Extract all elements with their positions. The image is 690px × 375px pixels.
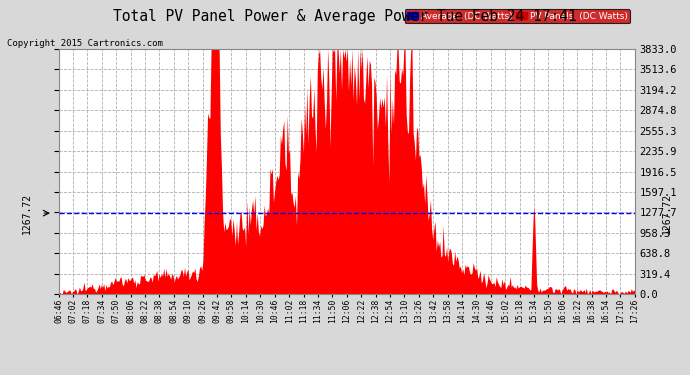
Legend: Average  (DC Watts), PV Panels  (DC Watts): Average (DC Watts), PV Panels (DC Watts) xyxy=(404,9,630,24)
Text: 1267.72: 1267.72 xyxy=(22,193,32,234)
Text: 1267.72: 1267.72 xyxy=(662,193,671,234)
Text: Total PV Panel Power & Average Power Tue Feb 24 17:41: Total PV Panel Power & Average Power Tue… xyxy=(113,9,577,24)
Text: Copyright 2015 Cartronics.com: Copyright 2015 Cartronics.com xyxy=(7,39,163,48)
